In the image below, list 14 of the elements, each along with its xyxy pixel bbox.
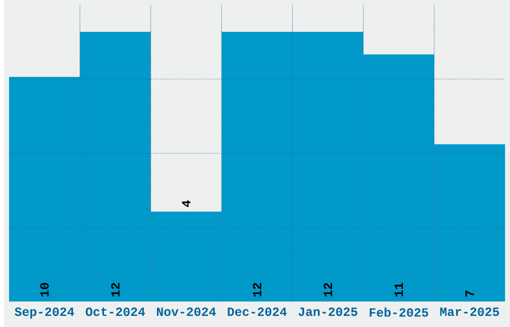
data-label: 12	[252, 282, 262, 296]
x-tick-label: Mar-2025	[440, 307, 499, 316]
data-label: 4	[182, 200, 190, 207]
data-label: 12	[324, 282, 332, 296]
data-label: 7	[465, 290, 474, 296]
data-label: 10	[40, 282, 49, 296]
x-tick-label: Nov-2024	[156, 307, 216, 316]
x-tick-label: Sep-2024	[14, 307, 74, 318]
x-tick-label: Dec-2024	[228, 307, 287, 316]
data-label: 11	[394, 282, 403, 296]
x-tick-label: Feb-2025	[370, 307, 428, 317]
x-tick-label: Jan-2025	[298, 307, 358, 316]
x-tick-label: Oct-2024	[86, 307, 146, 316]
data-label: 12	[111, 282, 120, 296]
